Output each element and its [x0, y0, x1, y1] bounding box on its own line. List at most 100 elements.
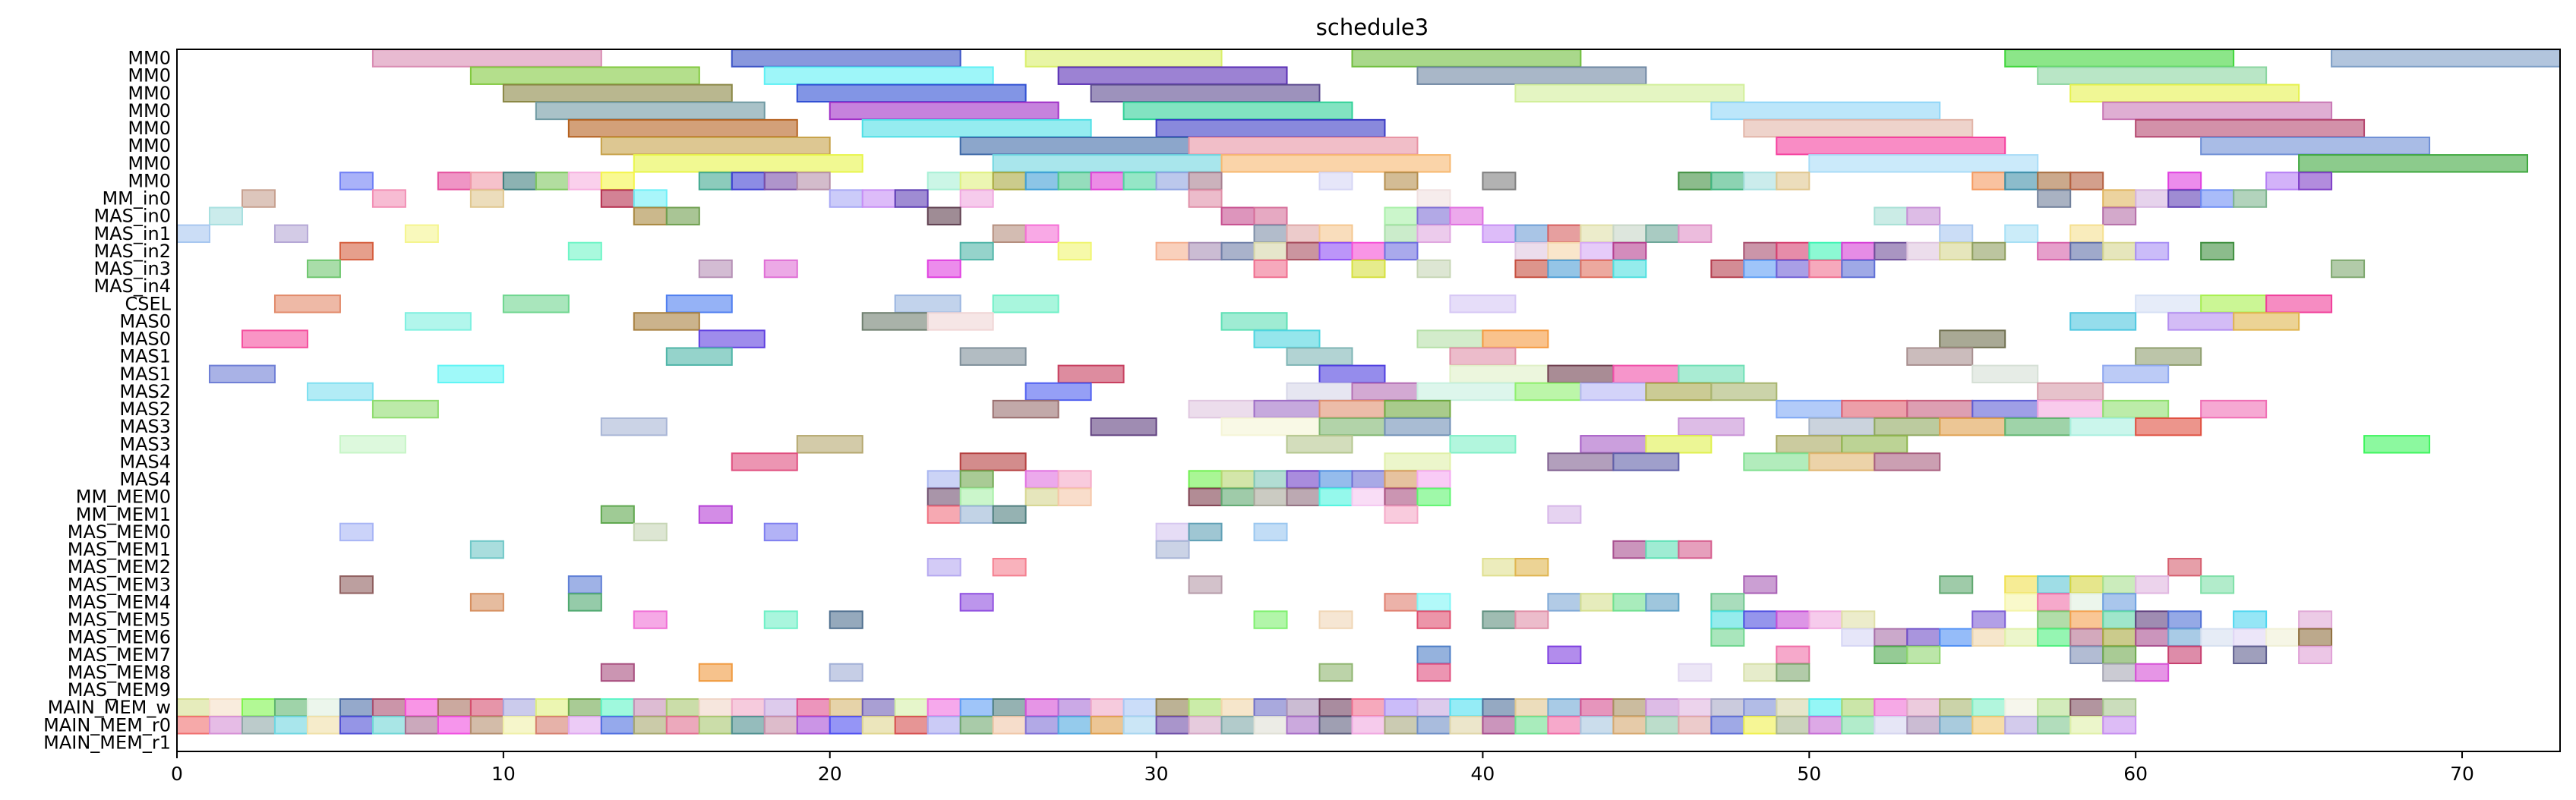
task-bar	[763, 698, 798, 717]
task-bar	[2167, 312, 2235, 331]
task-bar	[698, 716, 733, 735]
task-bar	[1155, 716, 1190, 735]
task-bar	[1971, 628, 2006, 647]
task-bar	[2167, 628, 2202, 647]
task-bar	[567, 698, 602, 717]
task-bar	[2102, 698, 2137, 717]
task-bar	[1776, 136, 2006, 156]
task-bar	[861, 716, 896, 735]
task-bar	[959, 593, 994, 612]
task-bar	[1776, 716, 1810, 735]
task-bar	[1449, 206, 1484, 225]
task-bar	[1057, 364, 1125, 384]
task-bar	[567, 716, 602, 735]
task-bar	[1971, 610, 2006, 629]
task-bar	[1906, 645, 1941, 665]
task-bar	[1710, 382, 1778, 402]
task-bar	[2102, 663, 2137, 682]
task-bar	[959, 347, 1027, 366]
task-bar	[2102, 628, 2137, 647]
task-bar	[927, 172, 961, 191]
task-bar	[1024, 470, 1059, 489]
task-bar	[469, 172, 504, 191]
task-bar	[1286, 224, 1321, 244]
task-bar	[1057, 716, 1092, 735]
row-label: MAS_MEM2	[68, 556, 171, 578]
task-bar	[1808, 241, 1843, 261]
task-bar	[1253, 206, 1288, 225]
task-bar	[600, 189, 635, 208]
task-bar	[1580, 224, 1615, 244]
task-bar	[1874, 716, 1908, 735]
task-bar	[1090, 716, 1125, 735]
task-bar	[1416, 329, 1484, 348]
task-bar	[2069, 698, 2104, 717]
task-bar	[796, 172, 831, 191]
task-bar	[1776, 259, 1810, 279]
x-tick-label: 60	[2123, 763, 2148, 785]
task-bar	[306, 698, 341, 717]
task-bar	[2004, 224, 2039, 244]
task-bar	[1710, 610, 1745, 629]
task-bar	[1416, 259, 1451, 279]
task-bar	[2200, 575, 2235, 594]
task-bar	[1351, 716, 1386, 735]
task-bar	[763, 66, 994, 85]
task-bar	[1155, 698, 1190, 717]
task-bar	[1645, 540, 1680, 559]
task-bar	[2004, 716, 2039, 735]
task-bar	[1482, 329, 1549, 348]
task-bar	[2037, 172, 2072, 191]
row-label: MAS_MEM1	[68, 539, 171, 560]
task-bar	[1253, 487, 1288, 506]
row-label: MAIN_MEM_r0	[43, 714, 171, 735]
task-bar	[2167, 645, 2202, 665]
task-bar	[404, 716, 439, 735]
task-bar	[2037, 241, 2072, 261]
task-bar	[1939, 329, 2006, 348]
task-bar	[927, 470, 961, 489]
row-label: MAS2	[119, 381, 171, 402]
task-bar	[1416, 593, 1451, 612]
task-bar	[633, 716, 668, 735]
task-bar	[1416, 663, 1451, 682]
task-bar	[1645, 698, 1680, 717]
task-bar	[959, 716, 994, 735]
task-bar	[1188, 716, 1223, 735]
task-bar	[600, 417, 668, 436]
task-bar	[1318, 470, 1353, 489]
x-axis-ticks: 0 10 20 30 40 50 60 70	[171, 751, 2474, 785]
task-bar	[1416, 470, 1451, 489]
task-bar	[1841, 259, 1876, 279]
task-bar	[502, 83, 733, 103]
task-bar	[992, 716, 1027, 735]
task-bar	[2200, 241, 2235, 261]
row-label: MAS0	[119, 310, 171, 332]
task-bar	[1188, 172, 1223, 191]
task-bar	[1514, 610, 1549, 629]
task-bar	[1351, 487, 1386, 506]
task-bar	[1808, 452, 1876, 471]
task-bar	[1188, 522, 1223, 542]
task-bar	[1710, 259, 1745, 279]
task-bar	[1547, 645, 1582, 665]
task-bar	[2069, 83, 2300, 103]
task-bar	[1906, 628, 1941, 647]
task-bar	[502, 172, 537, 191]
task-bar	[2298, 610, 2333, 629]
task-bar	[2265, 294, 2333, 313]
task-bar	[1416, 487, 1451, 506]
task-bar	[273, 716, 308, 735]
task-bar	[1939, 241, 1974, 261]
task-bar	[959, 136, 1190, 156]
task-bar	[2037, 575, 2072, 594]
task-bar	[1939, 628, 1974, 647]
task-bar	[894, 716, 929, 735]
task-bar	[2135, 628, 2170, 647]
task-bar	[2069, 593, 2104, 612]
task-bar	[1645, 716, 1680, 735]
task-bar	[2298, 628, 2333, 647]
task-bar	[763, 716, 798, 735]
task-bar	[633, 698, 668, 717]
task-bar	[1743, 663, 1778, 682]
